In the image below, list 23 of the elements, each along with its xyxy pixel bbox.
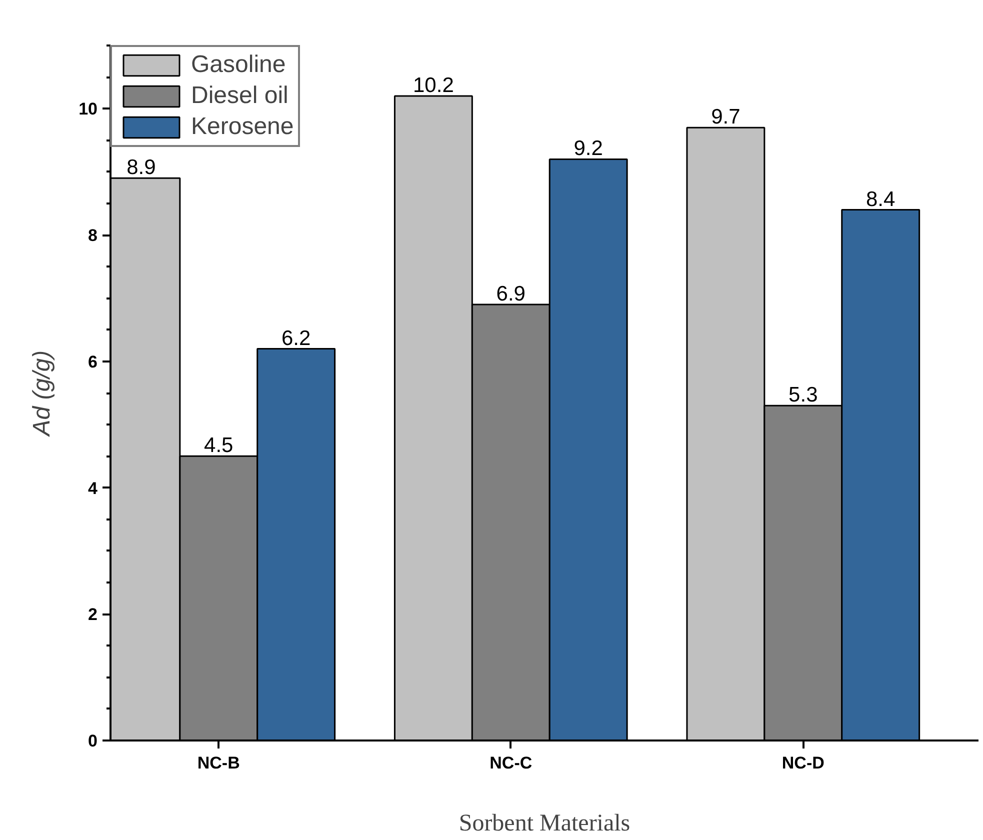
data-label: 9.2 <box>574 137 603 160</box>
y-tick-label: 6 <box>88 352 98 372</box>
y-axis-title: Ad (g/g) <box>28 350 56 438</box>
data-label: 5.3 <box>788 384 818 407</box>
x-tick-label: NC-C <box>490 754 532 772</box>
legend-label: Diesel oil <box>191 82 288 110</box>
y-tick-label: 2 <box>88 605 98 624</box>
data-label: 6.2 <box>281 326 311 350</box>
data-label: 6.9 <box>496 282 526 306</box>
y-tick-label: 0 <box>88 732 98 750</box>
x-axis-title: Sorbent Materials <box>458 810 630 836</box>
data-label: 10.2 <box>413 74 454 98</box>
data-label: 8.4 <box>866 188 896 211</box>
x-tick-label: NC-B <box>197 754 240 772</box>
y-tick-label: 4 <box>88 478 98 498</box>
data-label: 9.7 <box>711 106 740 129</box>
x-tick-label: NC-D <box>782 754 824 772</box>
data-label: 8.9 <box>126 156 156 180</box>
y-tick-label: 10 <box>78 100 98 119</box>
legend-label: Gasoline <box>191 51 286 79</box>
y-tick-label: 8 <box>88 226 98 246</box>
data-label: 4.5 <box>204 434 234 458</box>
legend-label: Kerosene <box>191 113 294 141</box>
